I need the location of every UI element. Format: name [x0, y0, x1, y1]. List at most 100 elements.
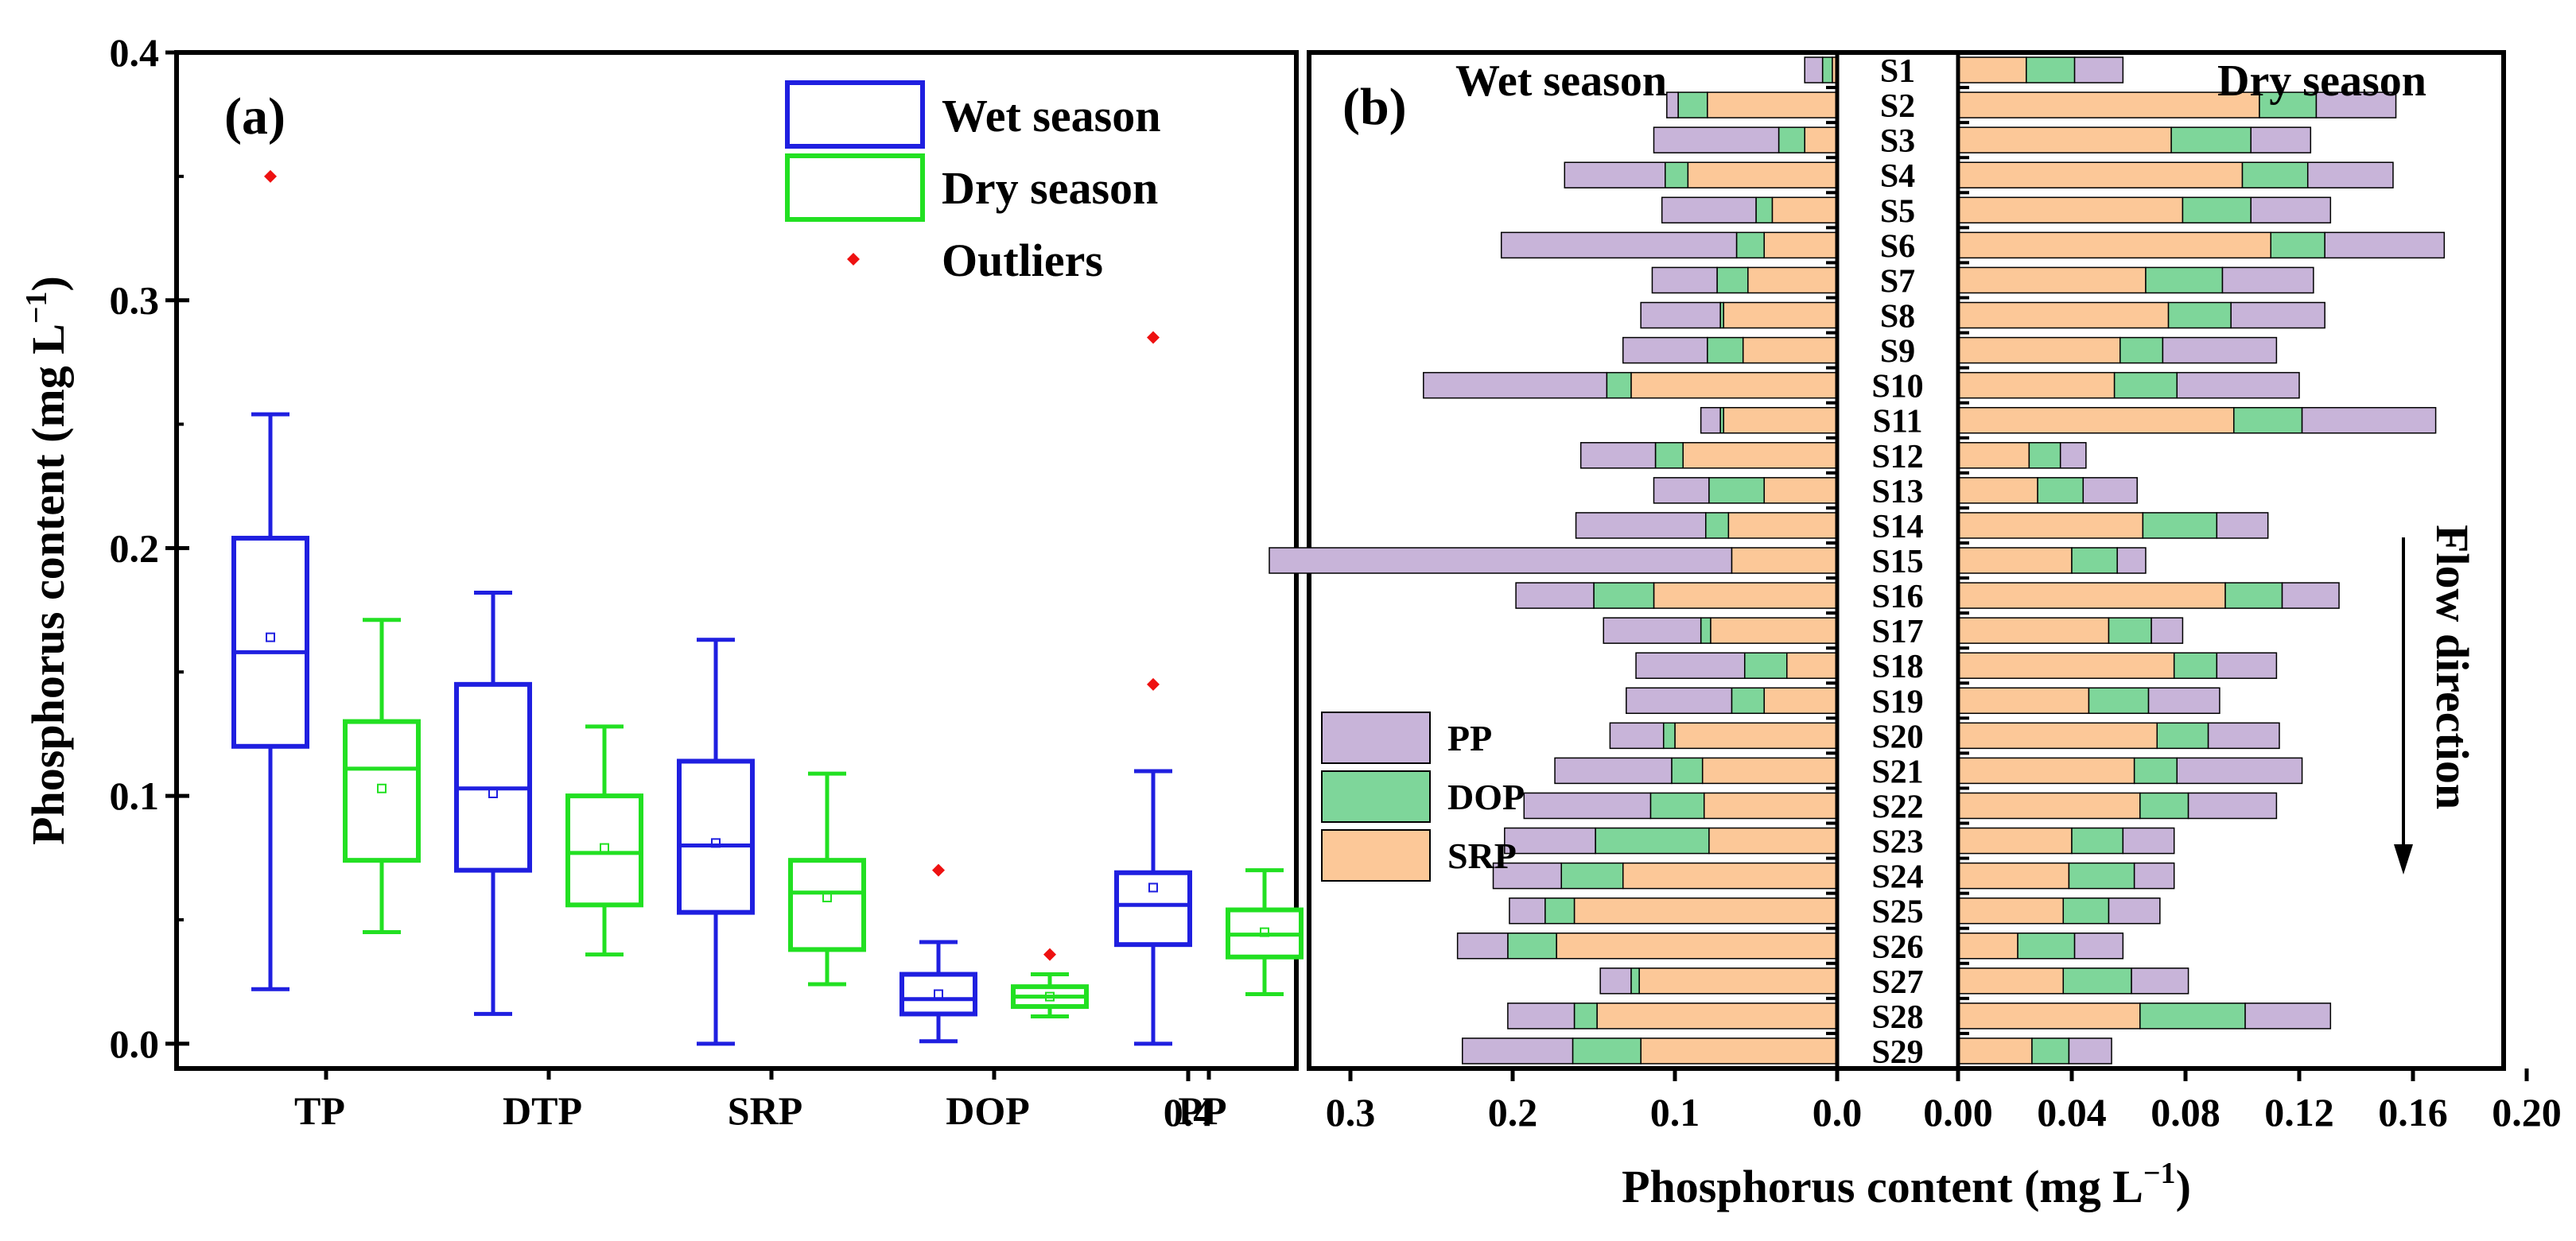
panel-a-label: (a): [224, 87, 286, 145]
wet-bar-pp-s19: [1626, 687, 1733, 715]
dry-bar-dop-s3: [2170, 126, 2252, 153]
flow-direction-label: Flow direction: [2426, 525, 2478, 809]
dry-bar-dop-s29: [2031, 1037, 2070, 1065]
site-label: S8: [1880, 299, 1915, 335]
dry-x-tick-label: 0.00: [1923, 1090, 1993, 1134]
wet-bar-srp-s2: [1707, 91, 1838, 118]
legend-pp-swatch: [1321, 712, 1431, 764]
wet-bar-dop-s17: [1700, 617, 1712, 644]
box-iqr: [231, 535, 309, 749]
dry-bar-dop-s24: [2068, 862, 2135, 890]
box-iqr: [899, 971, 977, 1017]
dry-bar-dop-s27: [2062, 968, 2132, 995]
wet-bar-dop-s2: [1677, 91, 1708, 118]
box-wet-dtp: [454, 591, 532, 1016]
site-label: S5: [1880, 193, 1915, 230]
dry-bar-srp-s23: [1957, 827, 2073, 855]
dry-bar-srp-s26: [1957, 933, 2018, 960]
dry-bar-srp-s12: [1957, 442, 2030, 469]
site-label: S9: [1880, 334, 1915, 370]
wet-bar-srp-s20: [1674, 722, 1838, 750]
wet-bar-pp-s22: [1523, 792, 1652, 820]
wet-bar-pp-s17: [1603, 617, 1702, 644]
wet-bar-dop-s26: [1507, 933, 1557, 960]
dry-bar-dop-s20: [2156, 722, 2209, 750]
dry-bar-pp-s24: [2133, 862, 2175, 890]
box-mean-marker: [266, 632, 275, 642]
wet-bar-dop-s22: [1649, 792, 1705, 820]
wet-bar-dop-s12: [1654, 442, 1684, 469]
dry-bar-dop-s26: [2017, 933, 2076, 960]
dry-bar-pp-s28: [2244, 1002, 2332, 1030]
wet-bar-pp-s24: [1492, 862, 1562, 890]
dry-x-tick-label: 0.08: [2151, 1090, 2220, 1134]
outlier-point: [1043, 948, 1056, 961]
panel-a-y-ticks: 0.0 0.1 0.2 0.3 0.4: [110, 30, 189, 1066]
wet-bar-pp-s29: [1462, 1037, 1574, 1065]
dry-bar-srp-s28: [1957, 1002, 2141, 1030]
dry-bar-pp-s20: [2207, 722, 2280, 750]
x-tick-label: TP: [294, 1088, 345, 1133]
wet-bar-pp-s26: [1456, 933, 1509, 960]
dry-bar-dop-s5: [2182, 196, 2252, 224]
x-tick-label: PP: [1178, 1088, 1226, 1133]
dry-x-tick-label: 0.16: [2378, 1090, 2448, 1134]
dry-bar-pp-s25: [2108, 897, 2161, 925]
dry-bar-pp-s1: [2073, 56, 2124, 83]
site-label: S28: [1871, 999, 1923, 1036]
panel-b-center-axis: S1S2S3S4S5S6S7S8S9S10S11S12S13S14S15S16S…: [1826, 52, 1969, 1071]
site-label: S16: [1871, 579, 1923, 615]
box-dry-tp: [343, 618, 421, 935]
wet-bar-pp-s8: [1640, 301, 1721, 329]
panel-b-label: (b): [1342, 78, 1407, 136]
wet-bar-pp-s14: [1575, 512, 1707, 539]
wet-bar-pp-s5: [1661, 196, 1757, 224]
wet-bar-srp-s25: [1573, 897, 1838, 925]
dry-bar-pp-s2: [2315, 91, 2397, 118]
dry-bar-srp-s9: [1957, 336, 2121, 364]
site-label: S29: [1871, 1034, 1923, 1071]
box-wet-pp: [1114, 769, 1192, 1046]
box-mean-marker: [822, 892, 832, 902]
x-tick-label: DOP: [946, 1088, 1030, 1133]
y-tick-label: 0.3: [110, 278, 160, 323]
box-iqr: [565, 793, 643, 908]
dry-bar-srp-s6: [1957, 231, 2271, 259]
dry-bar-dop-s9: [2119, 336, 2164, 364]
dry-bar-dop-s1: [2026, 56, 2076, 83]
wet-bar-srp-s3: [1804, 126, 1838, 153]
dry-bar-pp-s10: [2176, 371, 2300, 399]
dry-x-tick-label: 0.20: [2492, 1090, 2562, 1134]
wet-bar-dop-s7: [1716, 266, 1749, 294]
x-tick-label: DTP: [503, 1088, 582, 1133]
wet-bar-srp-s9: [1742, 336, 1838, 364]
dry-bar-srp-s3: [1957, 126, 2172, 153]
dry-season-title: Dry season: [2217, 56, 2426, 106]
site-label: S11: [1872, 404, 1922, 440]
wet-bar-dop-s18: [1743, 652, 1788, 679]
dry-x-tick-label: 0.12: [2264, 1090, 2334, 1134]
dry-bar-srp-s1: [1957, 56, 2027, 83]
wet-bar-dop-s19: [1731, 687, 1765, 715]
outlier-point: [932, 863, 945, 877]
wet-bar-dop-s27: [1630, 968, 1640, 995]
wet-bar-dop-s10: [1606, 371, 1632, 399]
dry-bar-srp-s8: [1957, 301, 2170, 329]
box-wet-tp: [231, 412, 309, 991]
dry-bar-pp-s19: [2147, 687, 2220, 715]
dry-bar-dop-s14: [2142, 512, 2218, 539]
dry-bar-pp-s21: [2176, 757, 2303, 785]
outlier-point: [264, 169, 277, 183]
wet-bar-pp-s23: [1504, 827, 1596, 855]
legend-srp-label: SRP: [1447, 836, 1517, 876]
legend-dry-swatch: [785, 153, 925, 222]
legend-dry-label: Dry season: [942, 162, 1158, 214]
wet-bar-srp-s19: [1763, 687, 1838, 715]
dry-bar-dop-s6: [2270, 231, 2325, 259]
legend-wet-swatch: [785, 80, 925, 149]
box-mean-marker: [711, 838, 721, 848]
x-tick-label: SRP: [728, 1088, 802, 1133]
site-label: S20: [1871, 719, 1923, 755]
wet-bar-pp-s28: [1507, 1002, 1576, 1030]
wet-bar-srp-s28: [1596, 1002, 1838, 1030]
